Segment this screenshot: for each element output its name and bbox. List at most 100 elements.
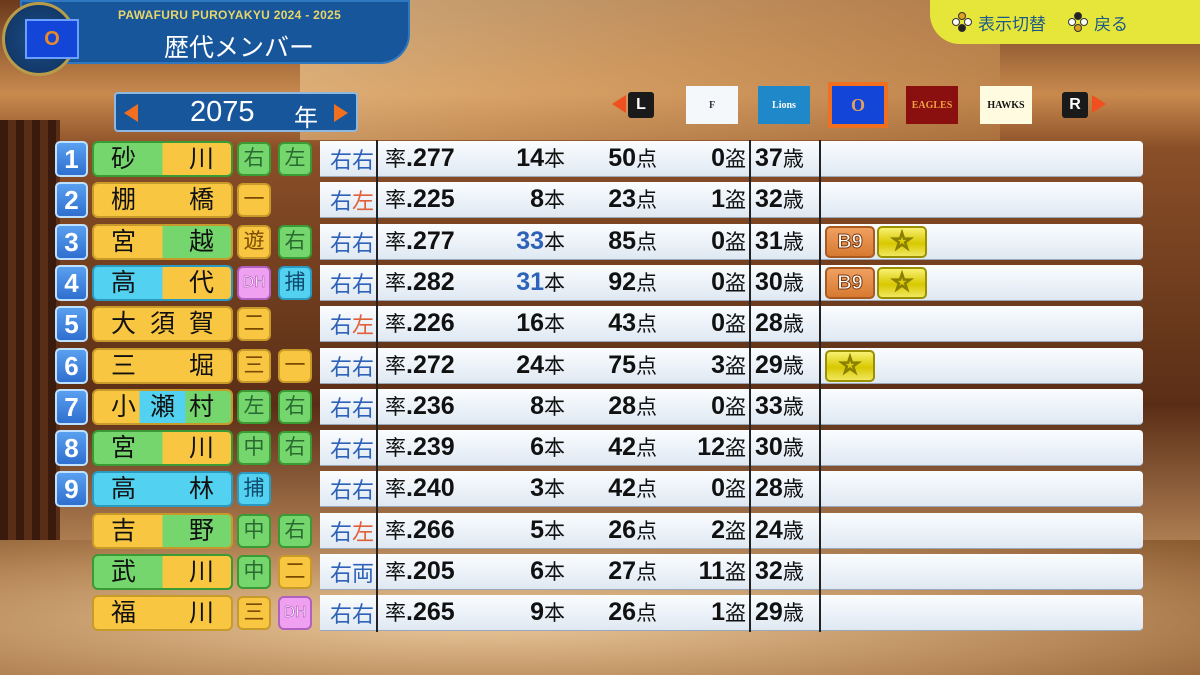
handedness: 右両 xyxy=(320,556,374,588)
team-logo-lions[interactable]: Lions xyxy=(758,86,810,124)
background-wall xyxy=(0,120,60,540)
rbi: 85点 xyxy=(608,226,657,256)
star-badge: ☆ xyxy=(825,349,875,382)
age-unit: 歳 xyxy=(782,353,804,378)
batting-average: 率.205 xyxy=(385,556,455,586)
prev-team-arrow-icon[interactable] xyxy=(612,95,626,113)
row-background xyxy=(320,388,1143,425)
team-logo-fighters[interactable]: F xyxy=(686,86,738,124)
back-button[interactable]: 戻る xyxy=(1068,10,1128,35)
age: 32歳 xyxy=(755,184,804,214)
toggle-display-button[interactable]: 表示切替 xyxy=(952,10,1046,35)
row-background xyxy=(320,141,1143,177)
avg-value: .240 xyxy=(406,474,455,503)
next-year-arrow-icon[interactable] xyxy=(334,104,348,122)
age: 30歳 xyxy=(755,267,804,297)
avg-label: 率 xyxy=(385,601,406,626)
stolen-bases: 11盗 xyxy=(699,556,746,586)
hr-value: 16 xyxy=(516,309,544,338)
row-background xyxy=(320,471,1143,508)
team-logo-hawks[interactable]: HAWKS xyxy=(980,86,1032,124)
handedness-char: 右 xyxy=(351,479,374,505)
hr-value: 9 xyxy=(530,598,544,627)
team-logo-eagles[interactable]: EAGLES xyxy=(906,86,958,124)
rbi-unit: 点 xyxy=(636,270,657,295)
table-row[interactable]: 武 川中二右両 率.205 6本 27点 11盗 32歳 xyxy=(55,553,1143,591)
stolen-bases: 0盗 xyxy=(711,391,746,421)
avg-value: .205 xyxy=(406,557,455,585)
table-row[interactable]: 7 小瀬村左右右右 率.236 8本 28点 0盗 33歳 xyxy=(55,388,1143,426)
year-selector[interactable]: 2075 年 xyxy=(114,92,358,132)
l-key[interactable]: L xyxy=(628,92,654,118)
next-team-arrow-icon[interactable] xyxy=(1092,95,1106,113)
age-value: 30 xyxy=(755,267,783,296)
avg-value: .236 xyxy=(406,391,455,420)
sb-unit: 盗 xyxy=(725,229,746,254)
handedness-char: 右 xyxy=(329,520,352,546)
handedness: 右右 xyxy=(320,391,374,423)
rbi: 43点 xyxy=(608,308,657,338)
stolen-bases: 0盗 xyxy=(711,473,746,503)
sb-unit: 盗 xyxy=(725,147,746,171)
rbi: 42点 xyxy=(608,473,657,503)
position-badge: 三 xyxy=(237,596,271,631)
handedness-char: 左 xyxy=(351,314,374,340)
handedness-char: 右 xyxy=(329,314,352,340)
avg-label: 率 xyxy=(385,353,406,378)
table-row[interactable]: 福 川三 DH 右右 率.265 9本 26点 1盗 29歳 xyxy=(55,594,1143,632)
back-label: 戻る xyxy=(1094,14,1128,35)
age: 32歳 xyxy=(755,556,804,586)
position-badge: 捕 xyxy=(237,472,271,507)
button-help-bar: 表示切替 戻る xyxy=(930,0,1200,44)
team-logo-o[interactable]: O xyxy=(828,82,888,128)
home-runs: 5本 xyxy=(530,515,565,545)
rbi: 75点 xyxy=(608,350,657,380)
home-runs: 31本 xyxy=(516,267,565,297)
position-badge: 左 xyxy=(237,389,271,424)
sb-value: 11 xyxy=(698,557,725,585)
table-row[interactable]: 吉 野中右右左 率.266 5本 26点 2盗 24歳 xyxy=(55,512,1143,550)
r-key[interactable]: R xyxy=(1062,92,1088,118)
batting-average: 率.265 xyxy=(385,597,455,627)
rbi-value: 23 xyxy=(608,185,636,214)
rbi-value: 27 xyxy=(608,557,636,585)
hr-unit: 本 xyxy=(544,560,565,584)
sb-unit: 盗 xyxy=(725,270,746,295)
handedness-char: 右 xyxy=(329,149,352,174)
rbi-value: 43 xyxy=(608,309,636,338)
age: 30歳 xyxy=(755,432,804,462)
handedness: 右右 xyxy=(320,597,374,629)
rbi: 27点 xyxy=(608,556,657,586)
prev-year-arrow-icon[interactable] xyxy=(124,104,138,122)
age-unit: 歳 xyxy=(782,436,804,461)
home-runs: 33本 xyxy=(516,226,565,256)
team-emblem: O xyxy=(2,2,79,76)
row-background xyxy=(320,264,1143,301)
handedness-char: 右 xyxy=(351,438,374,464)
hr-unit: 本 xyxy=(544,601,565,626)
handedness-char: 右 xyxy=(351,355,374,381)
sb-value: 0 xyxy=(711,267,725,296)
hr-value: 3 xyxy=(530,474,544,503)
handedness-char: 右 xyxy=(351,396,374,422)
batting-average: 率.266 xyxy=(385,515,455,545)
age-unit: 歳 xyxy=(782,147,804,171)
handedness-char: 右 xyxy=(351,231,374,257)
row-background xyxy=(320,306,1143,343)
table-row[interactable]: 5 大須賀二 右左 率.226 16本 43点 0盗 28歳 xyxy=(55,305,1143,343)
rbi-value: 75 xyxy=(608,350,636,379)
hr-unit: 本 xyxy=(544,188,565,213)
batting-average: 率.240 xyxy=(385,473,455,503)
avg-value: .265 xyxy=(406,598,455,627)
year-value: 2075 xyxy=(190,96,255,128)
position-badge: DH xyxy=(237,265,271,300)
sb-value: 1 xyxy=(711,598,725,627)
age-value: 37 xyxy=(755,144,783,172)
